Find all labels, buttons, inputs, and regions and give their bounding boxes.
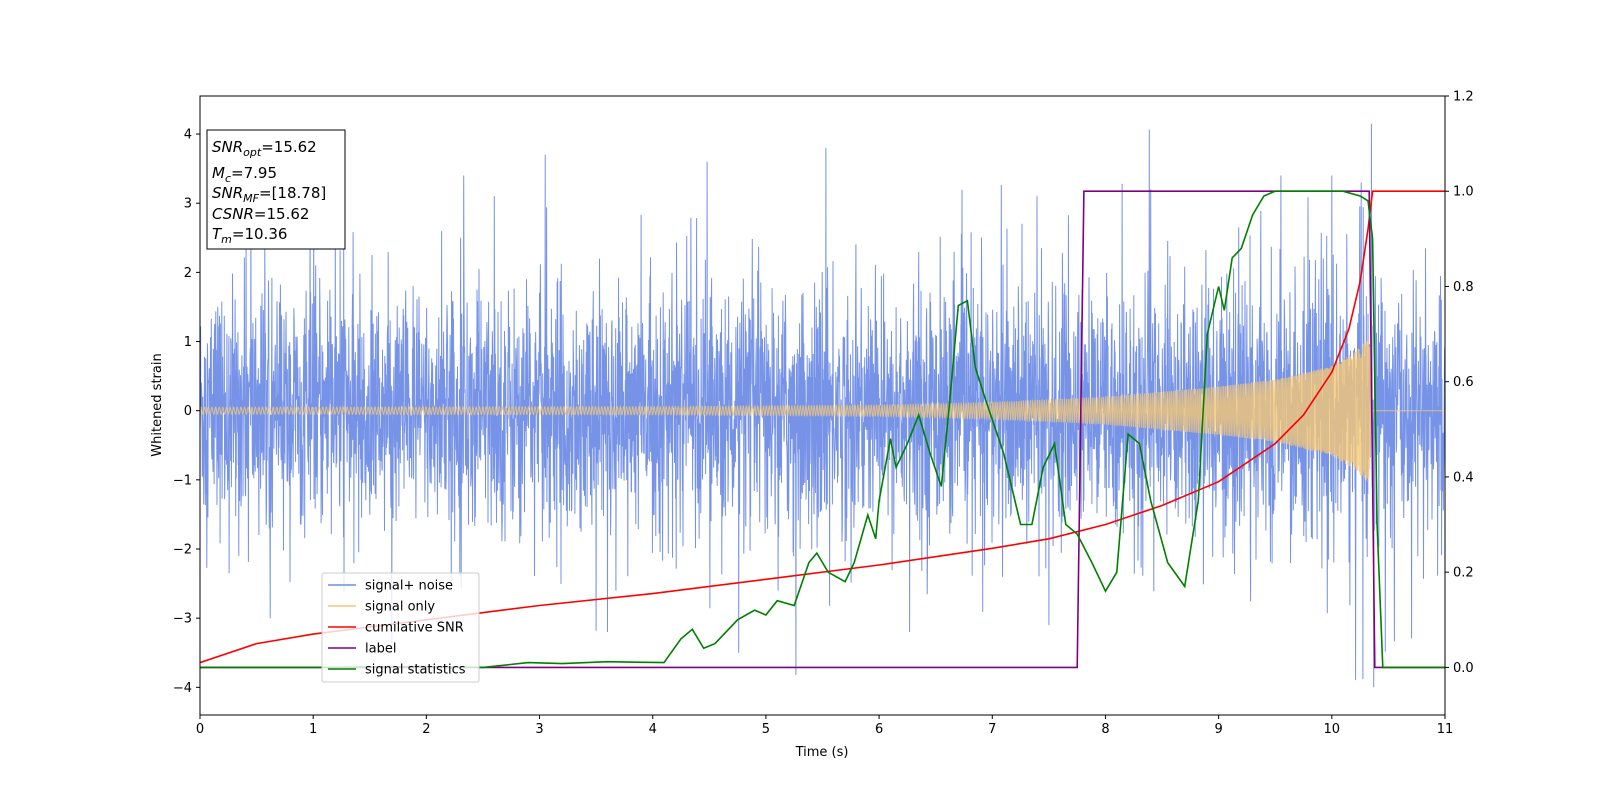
legend-label: signal statistics <box>365 663 466 678</box>
y-tick-label: 1 <box>184 335 192 350</box>
legend-label: signal only <box>365 600 435 615</box>
annotation-box: SNRopt=15.62 Mc=7.95SNRMF=[18.78]CSNR=15.… <box>206 129 346 250</box>
x-tick-label: 3 <box>535 722 543 737</box>
annotation-line: SNRMF=[18.78] <box>212 184 326 205</box>
y2-tick-label: 0.4 <box>1453 470 1474 485</box>
y-tick-label: 3 <box>184 197 192 212</box>
series-signal-noise <box>200 123 1445 688</box>
annotation-line: SNRopt=15.62 <box>212 138 317 159</box>
x-tick-label: 7 <box>988 722 996 737</box>
legend: signal+ noise signal only cumilative SNR la… <box>321 572 480 683</box>
series-signal-statistics <box>200 190 1445 669</box>
axis-ticks: 0 1 2 3 4 5 6 7 8 9 10 11 −4 −3 −2 −1 0 1 2 3 4 0.0 0.2 0.4 0.6 0… <box>173 90 1474 738</box>
x-tick-label: 8 <box>1101 722 1109 737</box>
x-tick-label: 6 <box>875 722 883 737</box>
y-tick-label: −4 <box>173 681 192 696</box>
legend-label: cumilative SNR <box>365 621 464 636</box>
y2-tick-label: 1.2 <box>1453 90 1474 105</box>
y-tick-label: −2 <box>173 543 192 558</box>
x-axis-label: Time (s) <box>795 745 849 760</box>
y2-tick-label: 0.2 <box>1453 566 1474 581</box>
y-tick-label: 4 <box>184 128 192 143</box>
annotation-line: Tm=10.36 <box>212 225 287 246</box>
x-tick-label: 4 <box>649 722 657 737</box>
y-tick-label: −1 <box>173 473 192 488</box>
y2-tick-label: 0.6 <box>1453 375 1474 390</box>
y-tick-label: −3 <box>173 612 192 627</box>
x-tick-label: 9 <box>1214 722 1222 737</box>
y-tick-label: 2 <box>184 266 192 281</box>
y2-tick-label: 0.0 <box>1453 661 1474 676</box>
annotation-line: CSNR=15.62 <box>212 205 309 223</box>
x-tick-label: 1 <box>309 722 317 737</box>
x-tick-label: 11 <box>1437 722 1454 737</box>
series-signal-only <box>200 339 1445 483</box>
y-axis-label: Whitened strain <box>150 353 165 456</box>
y2-tick-label: 1.0 <box>1453 185 1474 200</box>
x-tick-label: 5 <box>762 722 770 737</box>
y-tick-label: 0 <box>184 404 192 419</box>
annotation-line: Mc=7.95 <box>212 164 277 185</box>
axes-frame <box>199 95 1446 716</box>
x-tick-label: 10 <box>1324 722 1341 737</box>
x-tick-label: 2 <box>422 722 430 737</box>
x-tick-label: 0 <box>196 722 204 737</box>
legend-label: signal+ noise <box>365 579 453 594</box>
y2-tick-label: 0.8 <box>1453 280 1474 295</box>
legend-label: label <box>365 642 396 657</box>
